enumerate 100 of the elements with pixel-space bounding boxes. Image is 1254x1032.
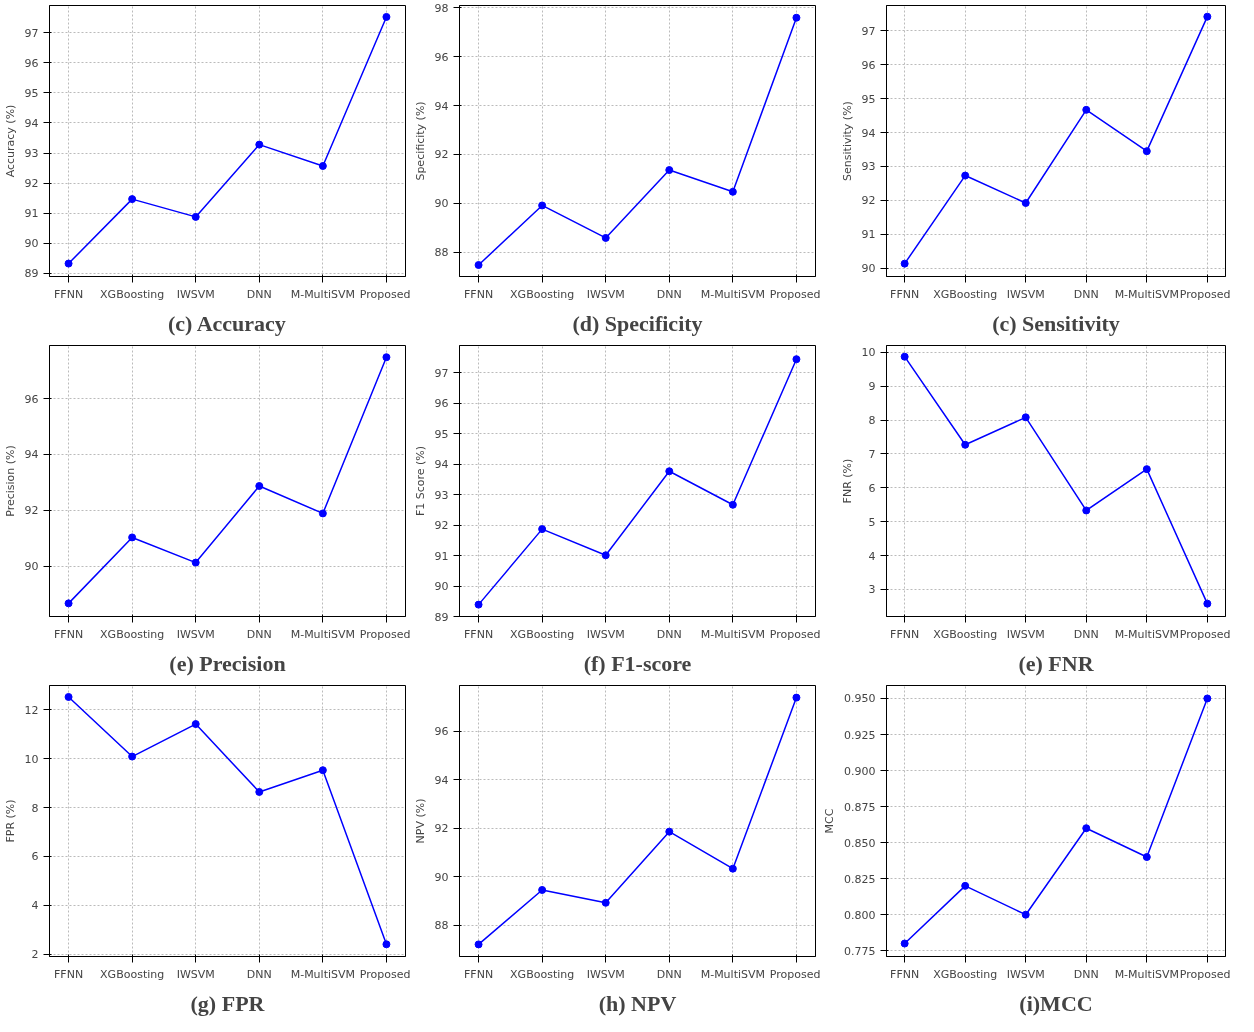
y-axis-title: MCC — [823, 808, 837, 834]
text: (h) NPV — [598, 990, 677, 1016]
y-tick-label: 9 — [868, 380, 876, 394]
x-tick-label: M-MultiSVM — [700, 967, 766, 981]
x-tick-label: XGBoosting — [100, 287, 165, 301]
y-tick-label: 93 — [24, 147, 39, 161]
x-tick-label: IWSVM — [1006, 627, 1045, 641]
y-tick-label: 96 — [434, 397, 449, 411]
x-tick-label: Proposed — [359, 287, 411, 301]
y-tick-label: 97 — [434, 366, 449, 380]
x-tick-label: FFNN — [464, 967, 494, 981]
y-tick-label: 3 — [868, 583, 876, 597]
y-tick-label: 90 — [24, 560, 39, 574]
x-tick-label: XGBoosting — [933, 627, 998, 641]
y-tick-label: 6 — [31, 850, 39, 864]
text: (c) Sensitivity — [992, 310, 1120, 336]
y-tick-label: 0.900 — [844, 764, 876, 778]
y-tick-label: 2 — [31, 948, 39, 962]
y-tick-label: 4 — [31, 899, 39, 913]
x-tick-label: XGBoosting — [510, 967, 575, 981]
x-tick-label: XGBoosting — [933, 287, 998, 301]
x-tick-label: IWSVM — [176, 967, 215, 981]
y-tick-label: 89 — [24, 267, 39, 281]
text: (c) Accuracy — [167, 310, 286, 336]
y-tick-label: 94 — [434, 773, 449, 787]
x-tick-label: DNN — [246, 287, 272, 301]
y-axis-title: Accuracy (%) — [3, 104, 17, 178]
x-tick-label: IWSVM — [586, 287, 625, 301]
x-tick-label: M-MultiSVM — [1114, 967, 1179, 981]
x-tick-label: Proposed — [359, 627, 411, 641]
y-tick-label: 96 — [861, 58, 876, 72]
text: (i)MCC — [1019, 990, 1093, 1016]
x-tick-label: DNN — [1073, 627, 1099, 641]
x-tick-label: IWSVM — [1006, 287, 1045, 301]
x-tick-label: IWSVM — [176, 627, 215, 641]
y-tick-label: 90 — [861, 262, 876, 276]
y-tick-label: 96 — [434, 50, 449, 64]
y-tick-label: 0.875 — [844, 800, 876, 814]
x-tick-label: DNN — [246, 627, 272, 641]
x-tick-label: M-MultiSVM — [1114, 287, 1179, 301]
x-tick-label: DNN — [656, 287, 682, 301]
y-tick-label: 91 — [24, 207, 39, 221]
x-tick-label: FFNN — [54, 627, 84, 641]
y-tick-label: 96 — [24, 56, 39, 70]
y-tick-label: 93 — [861, 160, 876, 174]
y-tick-label: 0.950 — [844, 692, 876, 706]
y-tick-label: 92 — [24, 504, 39, 518]
y-tick-label: 0.925 — [844, 728, 876, 742]
x-tick-label: FFNN — [890, 627, 920, 641]
y-tick-label: 88 — [434, 246, 449, 260]
y-tick-label: 95 — [24, 86, 39, 100]
x-tick-label: FFNN — [54, 967, 84, 981]
text: (f) F1-score — [583, 650, 692, 676]
x-tick-label: M-MultiSVM — [1114, 627, 1179, 641]
y-tick-label: 92 — [24, 177, 39, 191]
x-tick-label: IWSVM — [586, 967, 625, 981]
y-axis-title: NPV (%) — [413, 798, 427, 844]
y-tick-label: 90 — [24, 237, 39, 251]
y-tick-label: 8 — [868, 414, 876, 428]
y-tick-label: 7 — [868, 447, 876, 461]
y-tick-label: 97 — [861, 24, 876, 38]
y-tick-label: 96 — [24, 392, 39, 406]
x-tick-label: M-MultiSVM — [290, 967, 356, 981]
y-tick-label: 89 — [434, 610, 449, 624]
x-tick-label: IWSVM — [176, 287, 215, 301]
y-tick-label: 0.800 — [844, 908, 876, 922]
y-tick-label: 96 — [434, 725, 449, 739]
y-tick-label: 94 — [24, 116, 39, 130]
x-tick-label: Proposed — [359, 967, 411, 981]
x-tick-label: XGBoosting — [510, 627, 575, 641]
y-tick-label: 92 — [434, 822, 449, 836]
x-tick-label: FFNN — [890, 967, 920, 981]
y-tick-label: 92 — [434, 519, 449, 533]
y-tick-label: 90 — [434, 197, 449, 211]
x-tick-label: FFNN — [890, 287, 920, 301]
x-tick-label: FFNN — [464, 627, 494, 641]
x-tick-label: DNN — [246, 967, 272, 981]
x-tick-label: Proposed — [1179, 287, 1231, 301]
y-tick-label: 5 — [868, 515, 876, 529]
y-tick-label: 95 — [861, 92, 876, 106]
y-tick-label: 10 — [861, 346, 876, 360]
x-tick-label: XGBoosting — [510, 287, 575, 301]
y-tick-label: 98 — [434, 1, 449, 15]
y-tick-label: 6 — [868, 481, 876, 495]
y-tick-label: 94 — [434, 458, 449, 472]
x-tick-label: M-MultiSVM — [700, 287, 766, 301]
y-tick-label: 91 — [434, 549, 449, 563]
text: (e) FNR — [1018, 650, 1095, 676]
y-tick-label: 10 — [24, 752, 39, 766]
y-tick-label: 8 — [31, 801, 39, 815]
y-tick-label: 88 — [434, 919, 449, 933]
y-tick-label: 92 — [861, 194, 876, 208]
x-tick-label: DNN — [1073, 287, 1099, 301]
x-tick-label: DNN — [656, 967, 682, 981]
x-tick-label: FFNN — [54, 287, 84, 301]
x-tick-label: Proposed — [769, 627, 821, 641]
x-tick-label: DNN — [656, 627, 682, 641]
y-tick-label: 12 — [24, 703, 39, 717]
x-tick-label: IWSVM — [1006, 967, 1045, 981]
x-tick-label: Proposed — [1179, 967, 1231, 981]
